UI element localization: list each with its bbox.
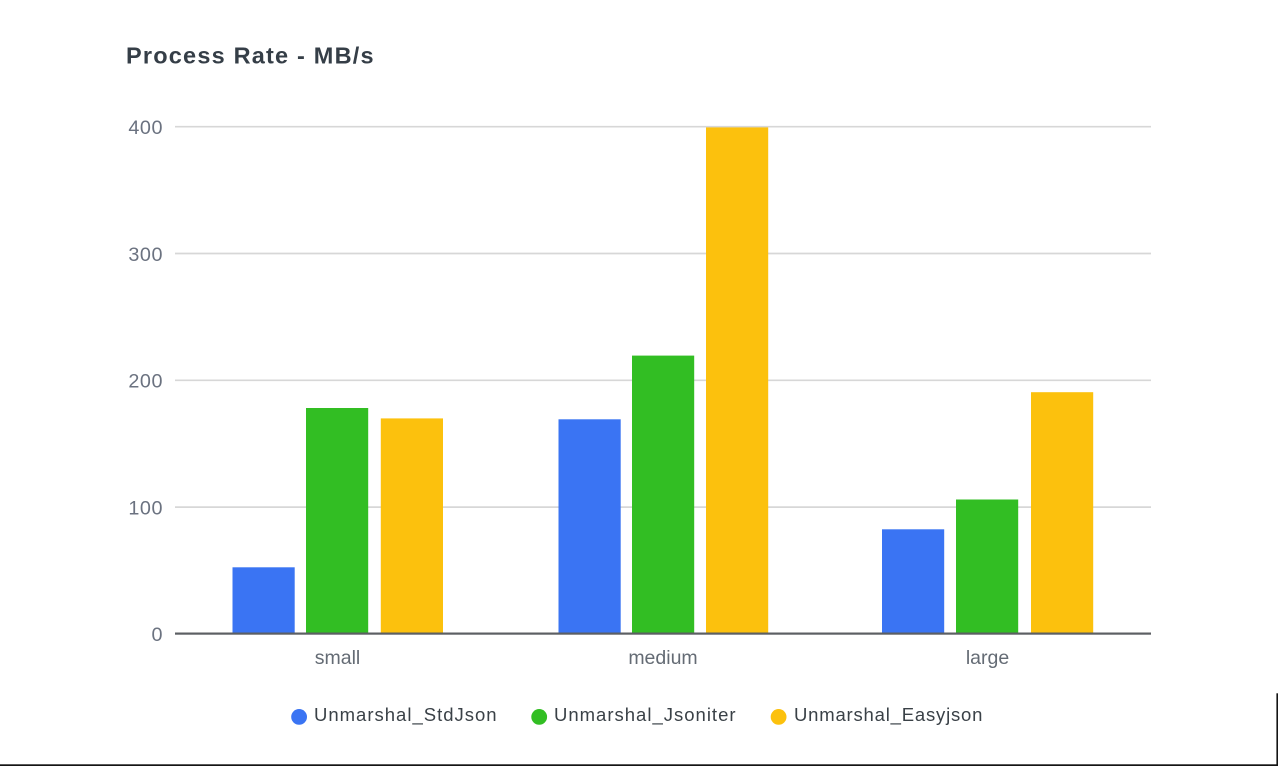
svg-text:200: 200 [128, 371, 163, 393]
svg-text:medium: medium [628, 647, 697, 669]
svg-text:Unmarshal_Jsoniter: Unmarshal_Jsoniter [554, 704, 737, 726]
svg-text:0: 0 [151, 624, 163, 646]
svg-text:Unmarshal_Easyjson: Unmarshal_Easyjson [794, 704, 983, 726]
svg-text:400: 400 [128, 117, 163, 139]
svg-text:300: 300 [128, 244, 163, 266]
svg-text:small: small [315, 647, 361, 669]
svg-text:large: large [966, 647, 1009, 669]
svg-text:Process Rate - MB/s: Process Rate - MB/s [126, 43, 375, 69]
svg-text:100: 100 [128, 497, 163, 519]
svg-text:Unmarshal_StdJson: Unmarshal_StdJson [314, 704, 498, 726]
